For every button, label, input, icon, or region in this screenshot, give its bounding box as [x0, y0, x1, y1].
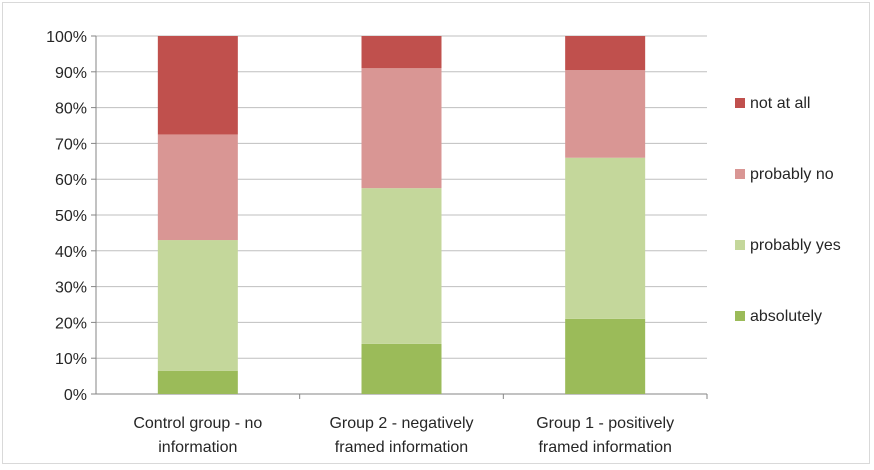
legend-swatch [735, 98, 745, 108]
chart-frame: 0% 10% 20% 30% 40% 50% 60% 70% 80% 90% 100% Control… [2, 2, 870, 464]
bar-segment-probably-no [361, 68, 442, 189]
legend-swatch [735, 169, 745, 179]
y-tick-label: 30% [55, 280, 87, 297]
y-tick-label: 60% [55, 172, 87, 189]
bar-segment-not-at-all [361, 36, 442, 69]
y-tick-label: 80% [55, 101, 87, 118]
bar-segment-probably-no [565, 70, 646, 158]
y-tick-label: 0% [64, 387, 87, 404]
legend-swatch [735, 311, 745, 321]
x-category-label: Group 1 - positively [536, 415, 674, 432]
bar-segment-not-at-all [565, 36, 646, 71]
y-tick-label: 20% [55, 315, 87, 332]
x-category-label: Control group - no [133, 415, 262, 432]
y-tick-label: 50% [55, 208, 87, 225]
bar-segment-absolutely [157, 370, 238, 394]
legend-label: absolutely [750, 308, 822, 325]
bar-segment-absolutely [565, 318, 646, 394]
bar-segment-absolutely [361, 343, 442, 394]
y-tick-label: 10% [55, 351, 87, 368]
legend-label: probably no [750, 166, 834, 183]
bar-segment-probably-no [157, 134, 238, 241]
stacked-bar-chart: 0% 10% 20% 30% 40% 50% 60% 70% 80% 90% 100% Control… [46, 29, 841, 456]
x-category-label: information [158, 439, 237, 456]
legend-label: probably yes [750, 237, 841, 254]
bar-segment-probably-yes [565, 157, 646, 319]
bar-segment-probably-yes [157, 240, 238, 371]
bar-segment-not-at-all [157, 36, 238, 135]
y-tick-label: 70% [55, 136, 87, 153]
x-category-label: framed information [538, 439, 671, 456]
legend-swatch [735, 240, 745, 250]
y-tick-label: 40% [55, 244, 87, 261]
x-category-label: framed information [335, 439, 468, 456]
y-tick-label: 100% [46, 29, 87, 46]
x-category-label: Group 2 - negatively [329, 415, 473, 432]
bar-segment-probably-yes [361, 188, 442, 344]
legend-label: not at all [750, 95, 810, 112]
y-tick-label: 90% [55, 65, 87, 82]
